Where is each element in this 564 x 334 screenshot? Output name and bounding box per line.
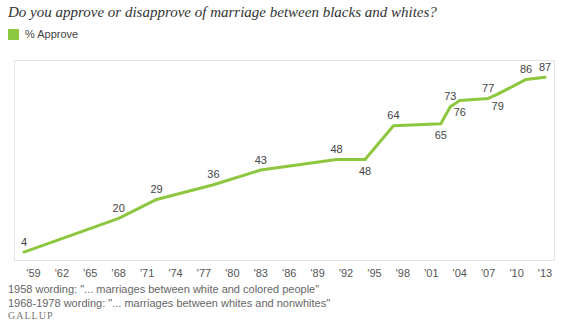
svg-text:'13: '13 — [538, 267, 552, 279]
svg-text:20: 20 — [113, 202, 125, 214]
svg-text:29: 29 — [150, 183, 162, 195]
svg-text:'89: '89 — [310, 267, 324, 279]
svg-text:'86: '86 — [282, 267, 296, 279]
svg-text:86: 86 — [520, 63, 532, 75]
svg-text:65: 65 — [435, 129, 447, 141]
svg-text:'65: '65 — [83, 267, 97, 279]
svg-text:'07: '07 — [481, 267, 495, 279]
svg-text:'92: '92 — [339, 267, 353, 279]
svg-text:'98: '98 — [396, 267, 410, 279]
html-text:1958 wording: "... marriages b: 1958 wording: "... marriages between whi… — [8, 283, 320, 295]
svg-text:79: 79 — [492, 100, 504, 112]
svg-text:'10: '10 — [509, 267, 523, 279]
svg-text:4: 4 — [21, 236, 27, 248]
html-text:GALLUP: GALLUP — [8, 310, 54, 321]
svg-text:48: 48 — [359, 165, 371, 177]
svg-text:'77: '77 — [197, 267, 211, 279]
html-text:Do you approve or disapprove o: Do you approve or disapprove of marriage… — [8, 4, 437, 20]
svg-text:43: 43 — [255, 153, 267, 165]
svg-text:36: 36 — [207, 168, 219, 180]
html-text:% Approve: % Approve — [25, 28, 79, 40]
svg-text:'04: '04 — [453, 267, 467, 279]
svg-text:76: 76 — [454, 106, 466, 118]
svg-text:'95: '95 — [367, 267, 381, 279]
svg-text:'74: '74 — [168, 267, 182, 279]
svg-text:'01: '01 — [424, 267, 438, 279]
svg-text:'62: '62 — [55, 267, 69, 279]
svg-text:'59: '59 — [26, 267, 40, 279]
svg-text:87: 87 — [539, 61, 551, 73]
svg-text:'80: '80 — [225, 267, 239, 279]
svg-text:64: 64 — [387, 109, 399, 121]
svg-text:73: 73 — [444, 90, 456, 102]
svg-text:48: 48 — [330, 143, 342, 155]
svg-text:'83: '83 — [254, 267, 268, 279]
svg-text:'71: '71 — [140, 267, 154, 279]
svg-text:77: 77 — [482, 82, 494, 94]
svg-text:'68: '68 — [112, 267, 126, 279]
html-text:1968-1978 wording: "... marria: 1968-1978 wording: "... marriages betwee… — [8, 297, 331, 309]
